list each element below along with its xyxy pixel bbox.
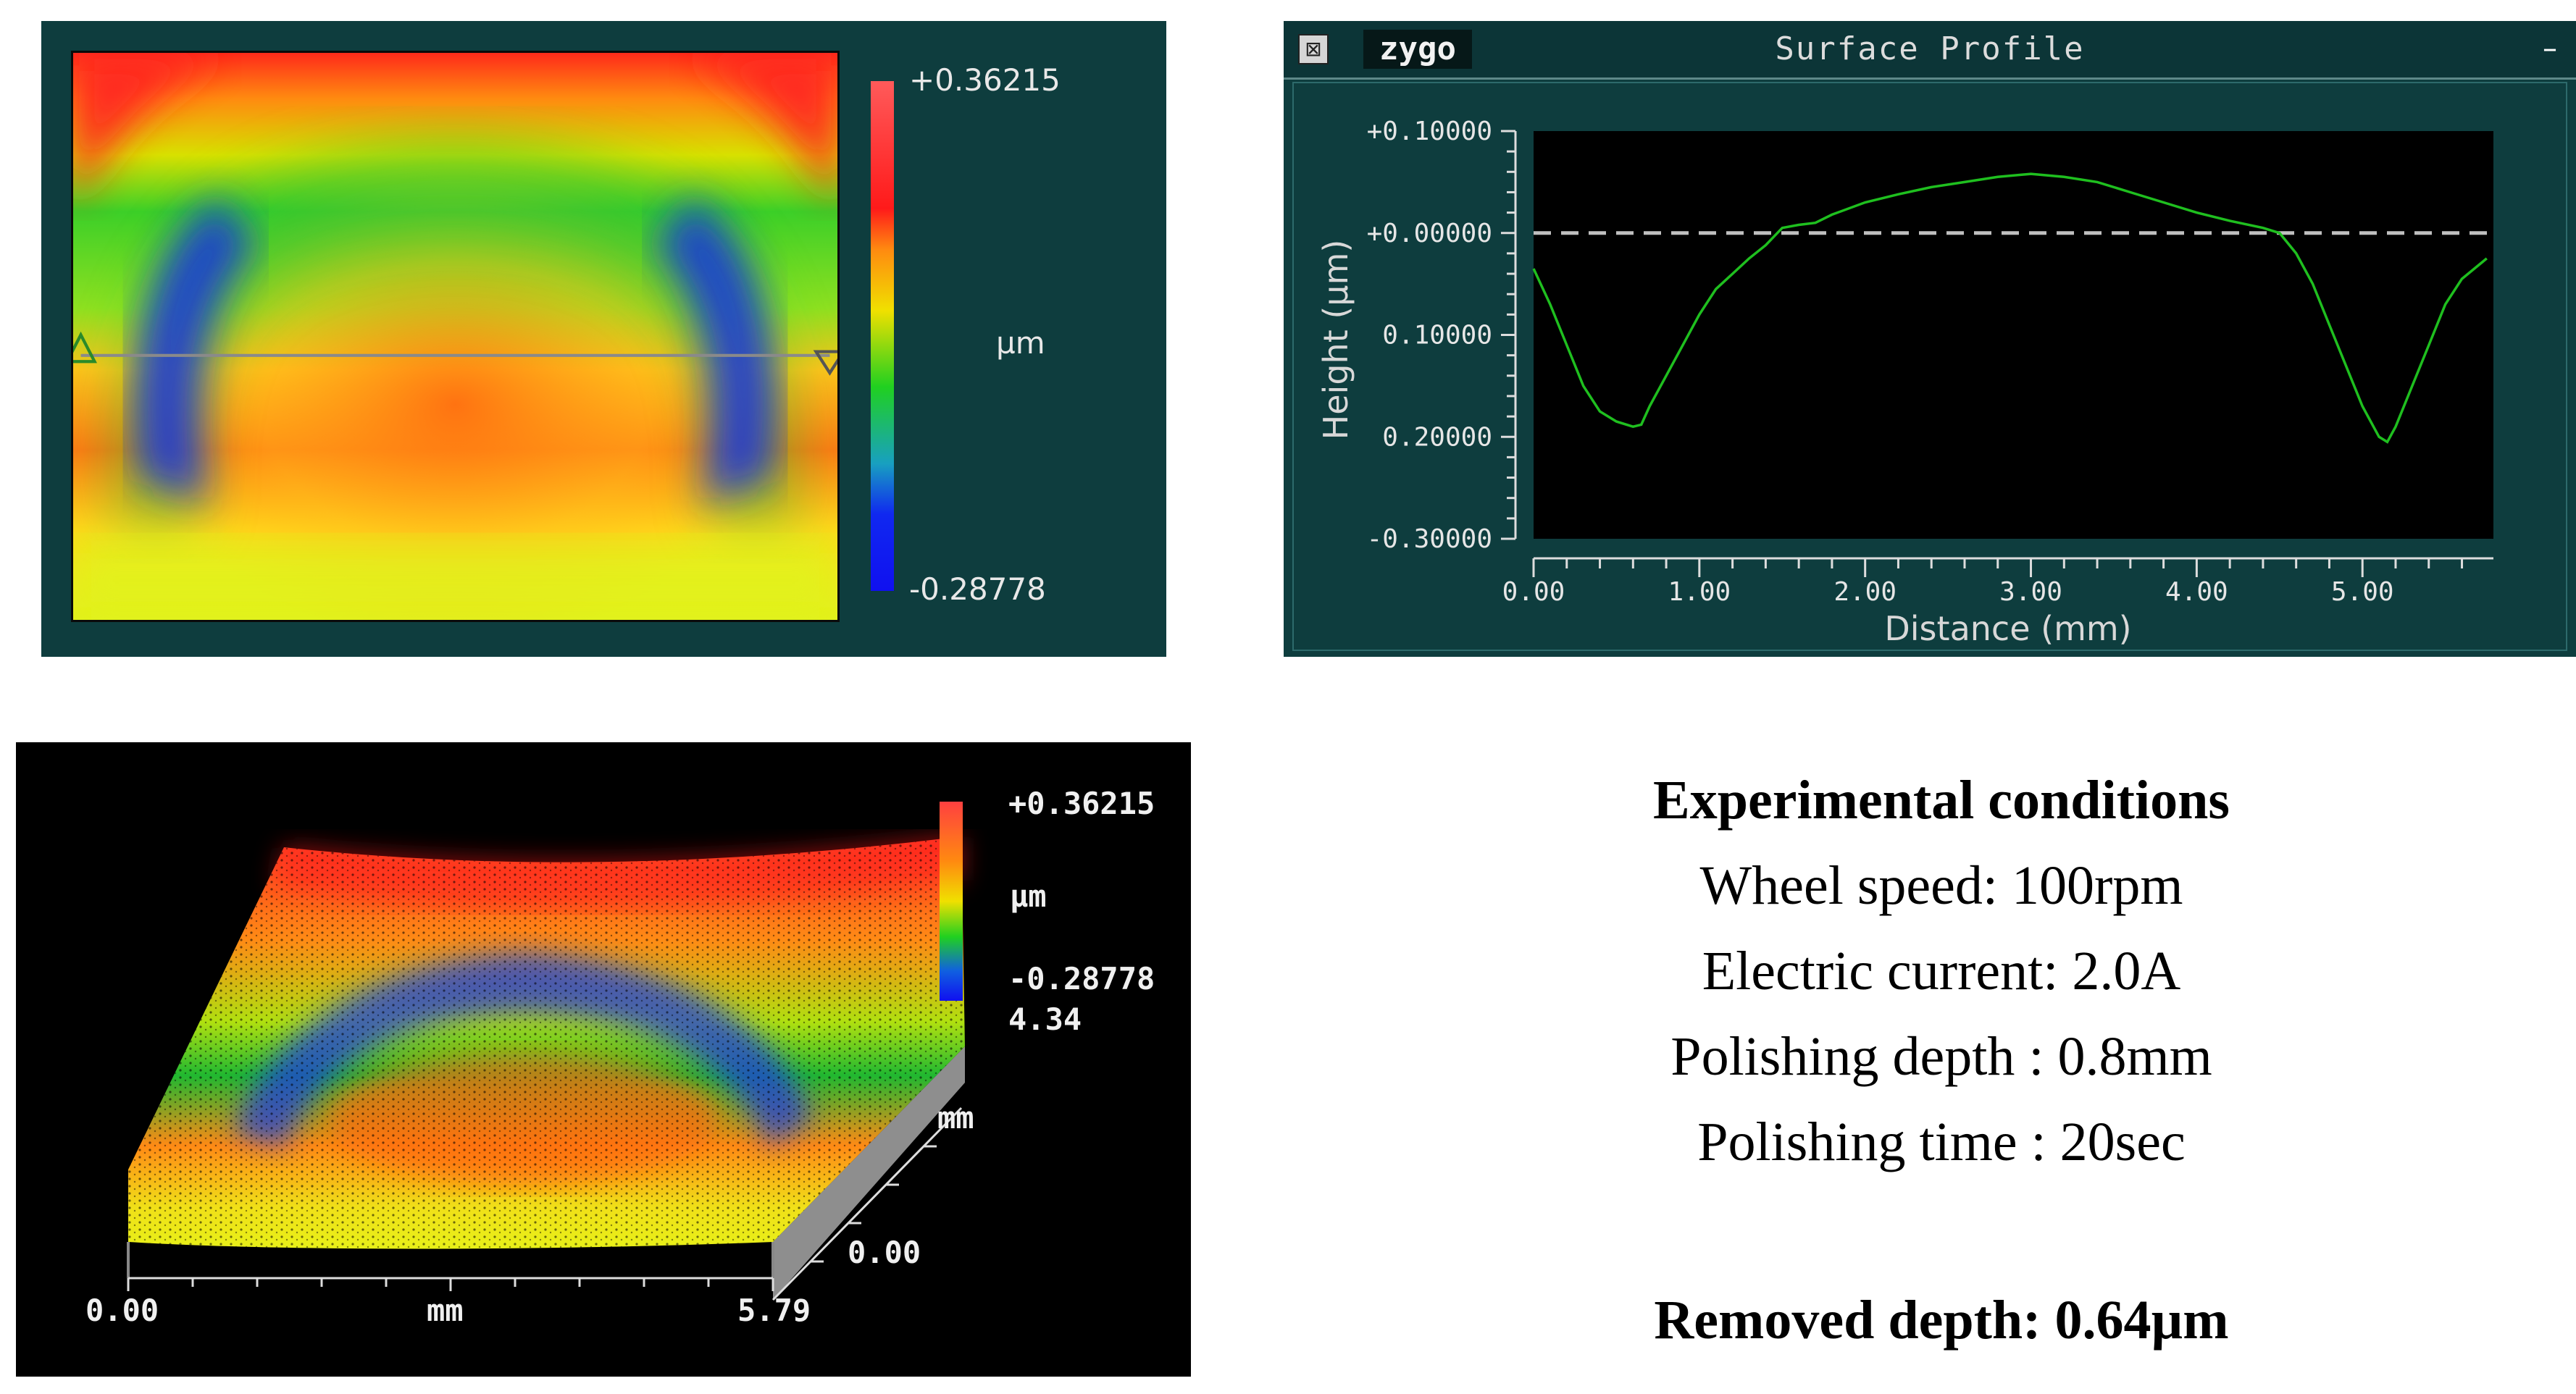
plot-area (1534, 131, 2493, 539)
surface-3d-colorbar (940, 802, 963, 1001)
x-tick-label: 0.00 (1502, 577, 1565, 607)
x-axis: 0.00 1.00 2.00 3.00 4.00 5.00 (1502, 557, 2493, 607)
plot3d-colorbar-unit-label: µm (1010, 878, 1047, 914)
condition-polishing-depth: Polishing depth : 0.8mm (1670, 1026, 2212, 1087)
x-tick-label: 2.00 (1833, 577, 1897, 607)
plot3d-y-min-label: 0.00 (848, 1235, 921, 1270)
profile-chart: +0.10000 +0.00000 0.10000 0.20000 -0.30000 0… (1316, 117, 2493, 648)
x-tick-label: 1.00 (1668, 577, 1731, 607)
surface-map-panel: +0.36215 µm -0.28778 (41, 21, 1166, 657)
y-axis-title: Height (µm) (1316, 240, 1355, 440)
condition-wheel-speed: Wheel speed: 100rpm (1699, 855, 2183, 916)
close-icon[interactable]: ⊠ (1298, 34, 1329, 64)
y-tick-label: +0.00000 (1367, 219, 1492, 248)
surface-map-image (71, 51, 840, 622)
y-tick-label: +0.10000 (1367, 117, 1492, 146)
surface-speckle (128, 836, 965, 1249)
y-tick-label: 0.10000 (1382, 321, 1492, 350)
surface-3d-plot (127, 802, 965, 1301)
plot3d-y-max-label: 4.34 (1008, 1002, 1082, 1037)
minimize-icon[interactable]: – (2543, 32, 2557, 65)
window-titlebar: Surface Profile ⊠ zygo – (1284, 21, 2576, 80)
condition-electric-current: Electric current: 2.0A (1702, 941, 2181, 1002)
plot3d-x-unit-label: mm (427, 1293, 464, 1328)
plot3d-colorbar-max-label: +0.36215 (1008, 786, 1155, 821)
map-colorbar-max-label: +0.36215 (909, 62, 1061, 98)
profile-series-line (1532, 172, 2488, 444)
surface-map-colorbar (871, 81, 894, 591)
profile-plot-frame (1292, 82, 2567, 651)
y-axis: +0.10000 +0.00000 0.10000 0.20000 -0.30000 (1367, 117, 1517, 554)
plot3d-x-min-label: 0.00 (85, 1293, 159, 1328)
removed-depth-result: Removed depth: 0.64µm (1654, 1290, 2229, 1351)
surface-profile-window: Surface Profile ⊠ zygo – +0.10000 +0.0000… (1284, 21, 2576, 657)
conditions-heading: Experimental conditions (1653, 770, 2230, 831)
plot3d-x-max-label: 5.79 (737, 1293, 811, 1328)
x-tick-label: 5.00 (2331, 577, 2394, 607)
plot3d-y-unit-label: mm (937, 1100, 974, 1135)
x-axis-title: Distance (mm) (1884, 609, 2131, 648)
y-tick-label: -0.30000 (1367, 524, 1492, 554)
plot3d-colorbar-min-label: -0.28778 (1008, 961, 1155, 996)
x-tick-label: 4.00 (2165, 577, 2228, 607)
window-title: Surface Profile (1775, 30, 2085, 67)
surface-3d-panel: +0.36215 µm -0.28778 4.34 mm 0.00 0.00 m… (16, 742, 1191, 1377)
zygo-logo: zygo (1363, 30, 1472, 69)
condition-polishing-time: Polishing time : 20sec (1697, 1112, 2186, 1172)
x-tick-label: 3.00 (1999, 577, 2062, 607)
side-wall (773, 1046, 965, 1300)
y-tick-label: 0.20000 (1382, 422, 1492, 452)
map-colorbar-min-label: -0.28778 (909, 571, 1046, 607)
map-colorbar-unit-label: µm (996, 325, 1045, 361)
x-axis-ticks (127, 1278, 774, 1291)
